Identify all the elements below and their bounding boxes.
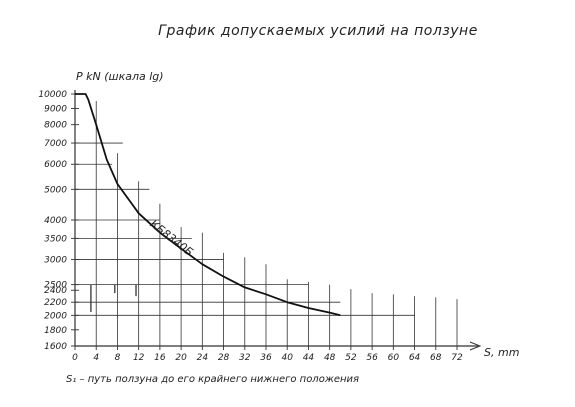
x-tick-label: 36	[260, 353, 272, 363]
y-tick-label: 4000	[44, 216, 67, 226]
x-tick-label: 64	[409, 353, 421, 363]
chart-title: График допускаемых усилий на ползуне	[158, 23, 478, 39]
x-tick-label: 16	[154, 353, 166, 363]
x-tick-label: 28	[218, 353, 230, 363]
x-tick-label: 40	[281, 353, 293, 363]
y-tick-label: 3500	[44, 234, 67, 244]
y-tick-label: 2400	[44, 286, 67, 296]
y-tick-label: 6000	[44, 160, 67, 170]
x-tick-label: 32	[239, 353, 251, 363]
y-axis-label: P kN (шкала lg)	[76, 70, 164, 83]
x-tick-label: 72	[451, 353, 463, 363]
x-tick-label: 44	[303, 353, 315, 363]
x-tick-label: 0	[72, 353, 78, 363]
x-tick-label: 4	[93, 353, 99, 363]
x-tick-label: 20	[175, 353, 187, 363]
y-tick-label: 5000	[44, 185, 67, 195]
x-tick-label: 52	[345, 353, 357, 363]
x-tick-label: 56	[366, 353, 378, 363]
x-axis-label: S, mm	[484, 346, 519, 359]
y-tick-label: 10000	[38, 90, 67, 100]
x-tick-label: 8	[115, 353, 121, 363]
y-tick-label: 3000	[44, 256, 67, 266]
y-tick-label: 8000	[44, 121, 67, 131]
x-axis-caption: S₁ – путь ползуна до его крайнего нижнег…	[66, 374, 359, 385]
y-tick-label: 1800	[44, 326, 67, 336]
x-tick-label: 12	[133, 353, 145, 363]
x-axis-arrow	[469, 341, 482, 351]
y-tick-label: 2200	[44, 298, 67, 308]
x-tick-label: 24	[197, 353, 209, 363]
x-tick-label: 68	[430, 353, 442, 363]
y-tick-label: 2000	[44, 311, 67, 321]
x-tick-label: 60	[388, 353, 400, 363]
y-tick-label: 2500	[44, 281, 67, 291]
series-line	[75, 93, 341, 317]
y-tick-label: 1600	[44, 342, 67, 352]
y-tick-label: 9000	[44, 104, 67, 114]
x-tick-label: 48	[324, 353, 336, 363]
y-tick-label: 7000	[44, 139, 67, 149]
